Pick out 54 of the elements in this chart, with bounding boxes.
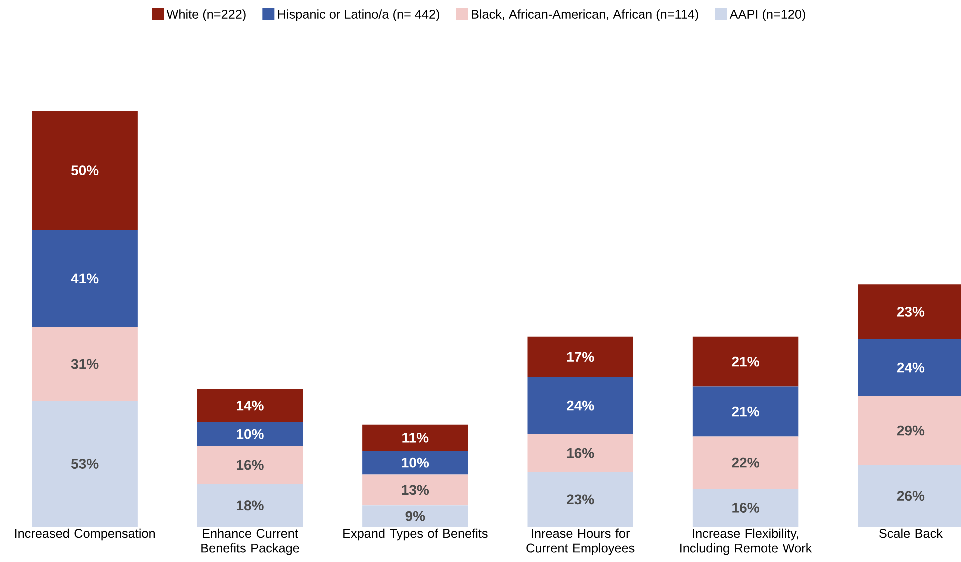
data-label: 21% [732, 356, 760, 367]
data-label: 16% [237, 460, 264, 470]
data-label: 10% [402, 458, 430, 468]
legend-label: Hispanic or Latino/a (n= 442) [278, 10, 440, 22]
bar [32, 230, 138, 328]
data-label: 16% [567, 448, 594, 458]
legend-label: Black, African-American, African (n=114) [472, 10, 698, 22]
bar [197, 446, 304, 484]
bar [362, 506, 468, 527]
data-label: 53% [72, 459, 99, 470]
data-label: 10% [237, 429, 264, 440]
bar [362, 450, 468, 475]
x-tick-label: Inrease Hours for Current Employees [526, 528, 635, 556]
data-label: 23% [897, 306, 925, 317]
data-label: 11% [402, 432, 429, 443]
data-label: 29% [897, 426, 925, 436]
x-tick-label: Expand Types of Benefits [344, 528, 488, 541]
data-label: 18% [237, 500, 264, 511]
bar [692, 336, 799, 387]
bar [197, 422, 304, 446]
data-label: 41% [71, 274, 99, 284]
bar [692, 488, 799, 527]
data-label: 24% [897, 362, 925, 373]
data-label: 24% [567, 400, 594, 411]
data-label: 16% [732, 503, 760, 513]
bar [528, 377, 634, 434]
data-label: 21% [732, 406, 760, 417]
x-tick-label: Scale Back [880, 528, 943, 538]
data-label: 14% [237, 400, 264, 411]
data-label: 13% [402, 485, 430, 496]
bar [692, 386, 799, 437]
data-label: 23% [567, 494, 594, 505]
data-label: 50% [72, 166, 99, 176]
bar [692, 436, 799, 489]
bar [362, 474, 468, 506]
legend-label: AAPI (n=120) [730, 10, 806, 22]
legend-label: White (n=222) [166, 10, 246, 22]
data-label: 9% [406, 511, 426, 522]
bar [32, 111, 138, 230]
data-label: 31% [71, 359, 99, 370]
bar [528, 472, 634, 527]
bar [32, 327, 138, 402]
bar [197, 389, 304, 422]
x-tick-label: Enhance Current Benefits Package [202, 528, 300, 556]
bar [528, 434, 634, 472]
x-tick-label: Increase Flexibility, Including Remote Work [680, 528, 812, 556]
data-label: 22% [732, 458, 760, 468]
bar [528, 336, 634, 378]
data-label: 26% [897, 491, 925, 502]
bar [197, 484, 304, 527]
bar [32, 401, 138, 527]
bar [362, 424, 468, 451]
x-tick-label: Increased Compensation [15, 528, 155, 541]
data-label: 17% [567, 352, 594, 362]
